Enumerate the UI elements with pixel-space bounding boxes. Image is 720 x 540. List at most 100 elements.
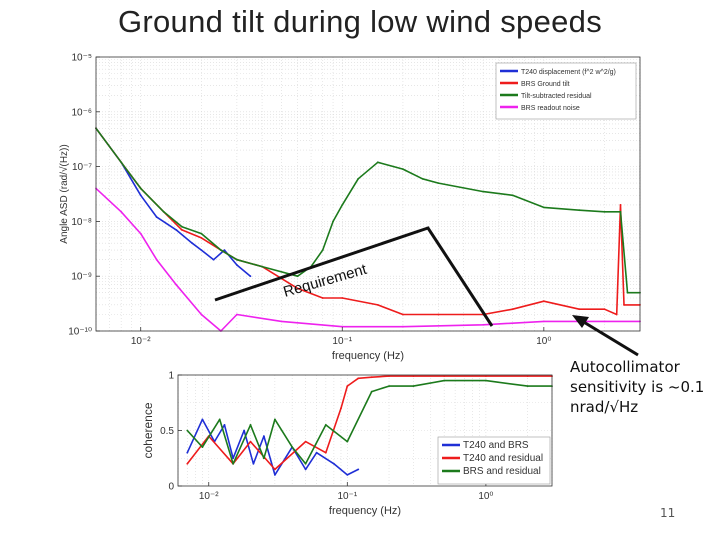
data-point [542,206,545,209]
annotation-line-2: sensitivity is ~0.1 [570,378,705,396]
data-point [346,474,349,476]
data-point [357,177,360,180]
data-point [388,375,390,377]
legend-label: BRS Ground tilt [521,81,570,88]
legend-label: BRS and residual [463,466,541,477]
data-point [370,376,373,379]
x-axis-label: frequency (Hz) [332,350,404,362]
data-point [619,204,622,206]
data-point [223,424,226,426]
data-point [304,440,307,443]
data-point [252,462,255,465]
data-point [200,249,203,252]
data-point [321,297,324,299]
y-axis-label: Angle ASD (rad/√(Hz)) [58,144,70,243]
data-point [236,264,238,266]
annotation-line-3: nrad/√Hz [570,398,639,416]
y-tick-label: 10⁻⁶ [71,107,92,118]
legend-box [495,62,637,120]
data-point [482,323,485,326]
data-point [578,209,581,212]
data-point [274,474,276,476]
series-line [95,127,640,294]
data-point [341,204,344,206]
data-point [511,194,514,197]
data-point [443,379,446,382]
data-point [437,182,440,185]
x-tick-label: 10⁰ [478,491,493,502]
data-point [388,385,390,387]
data-point [402,313,404,316]
data-point [261,265,263,268]
y-tick-label: 1 [168,371,174,382]
y-tick-label: 10⁻⁵ [71,53,92,64]
data-point [485,379,487,382]
data-point [232,462,235,465]
plot-frame [95,56,641,332]
data-point [186,451,189,454]
data-point [321,249,324,252]
data-point [236,313,238,316]
data-point [120,210,123,213]
data-point [120,161,123,164]
annotation-note: Autocollimator sensitivity is ~0.1 nrad/… [570,357,720,417]
data-point [296,275,299,278]
data-point [200,237,203,239]
data-point [421,177,424,180]
data-point [603,210,606,213]
data-point [578,308,581,311]
data-point [615,313,618,316]
data-point [315,451,318,454]
data-point [263,457,265,460]
y-tick-label: 0 [168,482,174,493]
data-point [175,283,178,286]
y-tick-label: 10⁻⁹ [71,272,92,283]
data-point [485,375,487,377]
x-tick-label: 10⁻² [199,491,219,502]
data-point [162,210,165,213]
data-point [280,320,283,323]
x-tick-label: 10⁻¹ [332,336,352,347]
data-point [291,446,294,448]
data-point [236,258,238,261]
data-point [220,249,222,252]
data-point [626,291,629,294]
data-point [376,304,379,306]
data-point [186,462,189,465]
data-point [370,390,373,393]
legend-label: BRS readout noise [521,105,580,112]
legend-label: T240 and BRS [463,440,529,451]
data-point [175,229,178,231]
y-axis-label: coherence [141,402,155,458]
data-point [181,229,183,231]
data-point [296,287,299,290]
data-point [603,320,606,323]
data-point [443,375,446,377]
data-point [232,457,235,460]
x-tick-label: 10⁻² [131,336,151,347]
data-point [526,375,529,377]
data-point [376,161,379,164]
data-point [511,308,514,311]
y-tick-label: 10⁻⁸ [71,217,92,228]
x-tick-label: 10⁰ [536,336,551,347]
grid [177,375,553,486]
series-3 [95,127,641,294]
data-point [357,468,360,471]
data-point [341,325,344,328]
annotation-line-1: Autocollimator [570,358,680,376]
data-point [333,462,335,465]
arrow-line [581,319,639,357]
legend-label: Tilt-subtracted residual [521,93,592,100]
data-point [181,225,183,228]
data-point [243,429,246,432]
series-4 [95,187,641,332]
data-point [402,168,404,171]
data-point [412,375,415,377]
data-point [526,385,529,387]
legend-label: T240 and residual [463,453,543,464]
y-tick-label: 10⁻¹⁰ [68,327,92,338]
data-point [346,440,349,443]
y-tick-label: 0.5 [160,426,174,437]
